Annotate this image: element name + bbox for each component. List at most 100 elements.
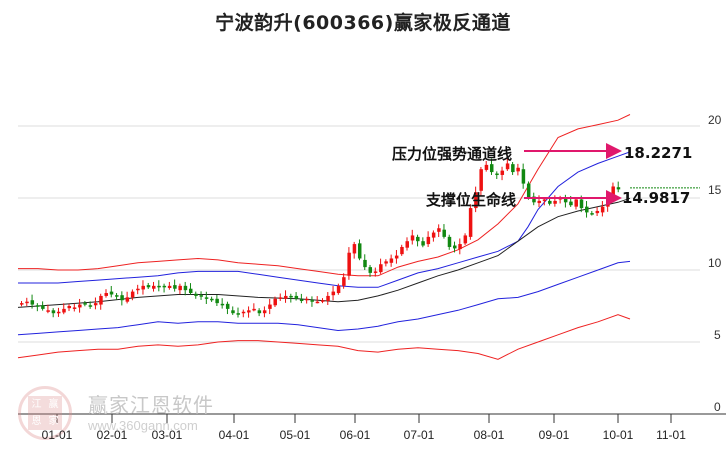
candle-down <box>188 288 193 294</box>
candle-down <box>109 291 114 295</box>
candle-down <box>453 245 457 249</box>
candle-down <box>162 285 167 288</box>
candle-up <box>437 228 441 232</box>
y-tick-label: 0 <box>714 400 721 414</box>
candle-down <box>146 285 151 288</box>
candle-up <box>342 277 346 286</box>
candle-up <box>379 264 383 273</box>
candle-up <box>500 170 505 175</box>
candle-down <box>511 164 515 173</box>
candle-down <box>521 169 526 184</box>
x-tick-label: 05-01 <box>279 428 311 442</box>
candle-up <box>574 199 578 207</box>
candle-up <box>537 200 542 204</box>
x-tick-label: 11-01 <box>656 428 686 442</box>
candle-up <box>25 301 29 304</box>
candle-up <box>458 244 462 250</box>
candle-up <box>278 297 283 299</box>
support-label: 支撑位生命线 <box>426 191 517 209</box>
candle-down <box>585 206 589 213</box>
candle-up <box>595 210 600 214</box>
grid-lines <box>18 125 700 343</box>
x-tick-label: 10-01 <box>602 428 634 442</box>
chart-title: 宁波韵升(600366)赢家极反通道 <box>215 12 511 34</box>
candle-up <box>553 200 557 204</box>
candle-up <box>321 300 325 302</box>
candlesticks <box>20 157 621 318</box>
candle-up <box>426 236 431 245</box>
candle-down <box>215 298 219 304</box>
candle-up <box>468 208 473 237</box>
candle-up <box>516 167 520 172</box>
candle-up <box>405 241 409 248</box>
candle-down <box>157 285 161 288</box>
band-outer-lower <box>17 314 631 360</box>
candle-up <box>600 206 605 213</box>
candle-up <box>62 308 66 313</box>
y-tick-label: 10 <box>708 256 722 270</box>
x-tick-label: 04-01 <box>218 428 250 442</box>
annotation-arrows <box>524 143 700 206</box>
candle-up <box>336 285 341 294</box>
candle-up <box>46 310 50 312</box>
x-tick-label: 07-01 <box>403 428 435 442</box>
watermark-logo-char: 家 <box>48 416 59 427</box>
band-outer-upper <box>18 114 631 277</box>
candle-down <box>526 183 531 198</box>
candle-down <box>204 297 209 299</box>
candle-down <box>442 229 446 237</box>
candle-down <box>88 305 93 307</box>
y-tick-label: 5 <box>714 328 721 342</box>
candle-down <box>194 293 198 296</box>
candle-up <box>384 261 388 264</box>
candle-down <box>548 200 552 204</box>
candle-down <box>236 313 241 315</box>
candle-down <box>569 201 573 206</box>
candle-up <box>305 298 309 301</box>
candle-up <box>247 310 251 313</box>
support-value: 14.9817 <box>622 189 691 207</box>
candle-up <box>352 244 357 254</box>
candle-down <box>210 298 214 301</box>
candle-down <box>115 295 119 297</box>
x-axis-ticks <box>56 414 672 423</box>
watermark-logo-char: 江 <box>31 399 42 410</box>
candle-up <box>125 297 130 302</box>
candle-up <box>178 285 182 291</box>
candle-up <box>78 304 82 308</box>
candle-down <box>51 310 56 314</box>
candle-down <box>220 303 225 306</box>
candle-down <box>421 241 425 246</box>
candle-up <box>56 311 61 314</box>
candle-up <box>331 291 336 296</box>
candle-down <box>173 285 177 289</box>
candle-down <box>495 173 499 176</box>
candle-down <box>489 164 494 173</box>
candle-up <box>20 303 24 305</box>
x-tick-label: 02-01 <box>96 428 128 442</box>
candle-down <box>368 267 373 273</box>
candle-down <box>225 303 230 309</box>
x-tick-label: 01-01 <box>41 428 73 442</box>
resistance-value: 18.2271 <box>624 144 693 162</box>
candle-up <box>479 169 483 191</box>
candle-up <box>141 285 145 290</box>
candle-up <box>347 252 351 276</box>
candle-down <box>30 300 35 305</box>
candle-up <box>484 164 489 170</box>
candle-up <box>99 295 103 305</box>
candle-up <box>72 307 77 309</box>
channel-bands <box>17 114 631 360</box>
candle-up <box>373 271 378 273</box>
resistance-label: 压力位强势通道线 <box>392 145 513 163</box>
band-mid <box>17 197 631 308</box>
candle-up <box>505 163 510 170</box>
candle-down <box>590 213 594 215</box>
candle-down <box>83 303 87 305</box>
candle-up <box>326 295 330 301</box>
candle-up <box>136 288 140 291</box>
candle-up <box>152 285 156 289</box>
candle-up <box>241 311 246 314</box>
candle-up <box>606 198 610 207</box>
candle-up <box>130 291 135 298</box>
